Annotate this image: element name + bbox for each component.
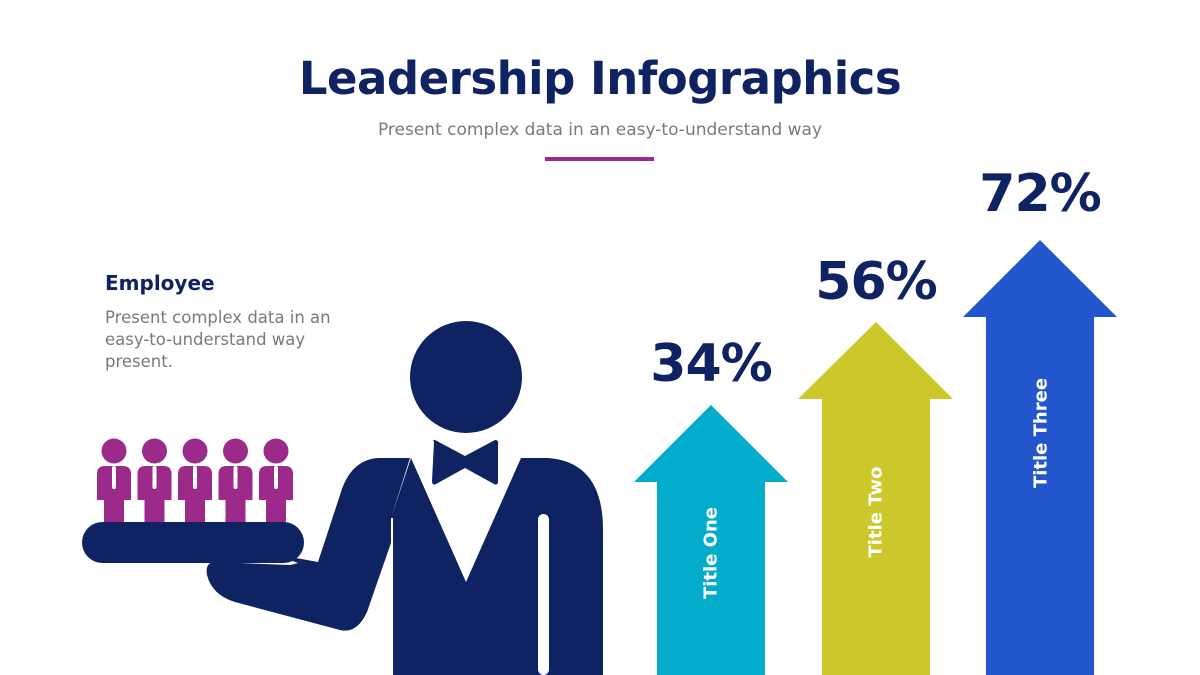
waiter-icon: [82, 321, 603, 675]
employee-person-icon: [218, 438, 253, 522]
value-label-title-two: 56%: [815, 252, 937, 312]
arrows-group: [634, 240, 1117, 675]
employee-person-icon: [97, 438, 131, 522]
page-title: Leadership Infographics: [298, 52, 902, 105]
value-label-title-three: 72%: [979, 164, 1101, 224]
employee-description: Present complex data in an easy-to-under…: [105, 308, 331, 371]
employee-person-icon: [178, 438, 212, 522]
arrow-label-title-two: Title Two: [865, 466, 887, 558]
page-subtitle: Present complex data in an easy-to-under…: [377, 120, 823, 140]
employee-heading: Employee: [105, 271, 215, 295]
title-divider: [545, 157, 654, 161]
employee-person-icon: [137, 438, 172, 522]
employees-group: [97, 438, 293, 522]
arm-gap: [538, 514, 549, 675]
bow-tie-icon: [432, 440, 499, 485]
waiter-arm: [206, 458, 410, 631]
arrow-label-title-one: Title One: [700, 506, 722, 600]
arrow-label-title-three: Title Three: [1030, 377, 1052, 489]
employee-person-icon: [259, 438, 293, 522]
serving-tray: [82, 522, 304, 563]
arrow-title-two: [798, 322, 953, 675]
waiter-head: [410, 321, 522, 433]
arrow-title-three: [963, 240, 1117, 675]
waiter-torso: [392, 458, 603, 675]
arrow-title-one: [634, 405, 788, 675]
value-label-title-one: 34%: [650, 334, 772, 394]
